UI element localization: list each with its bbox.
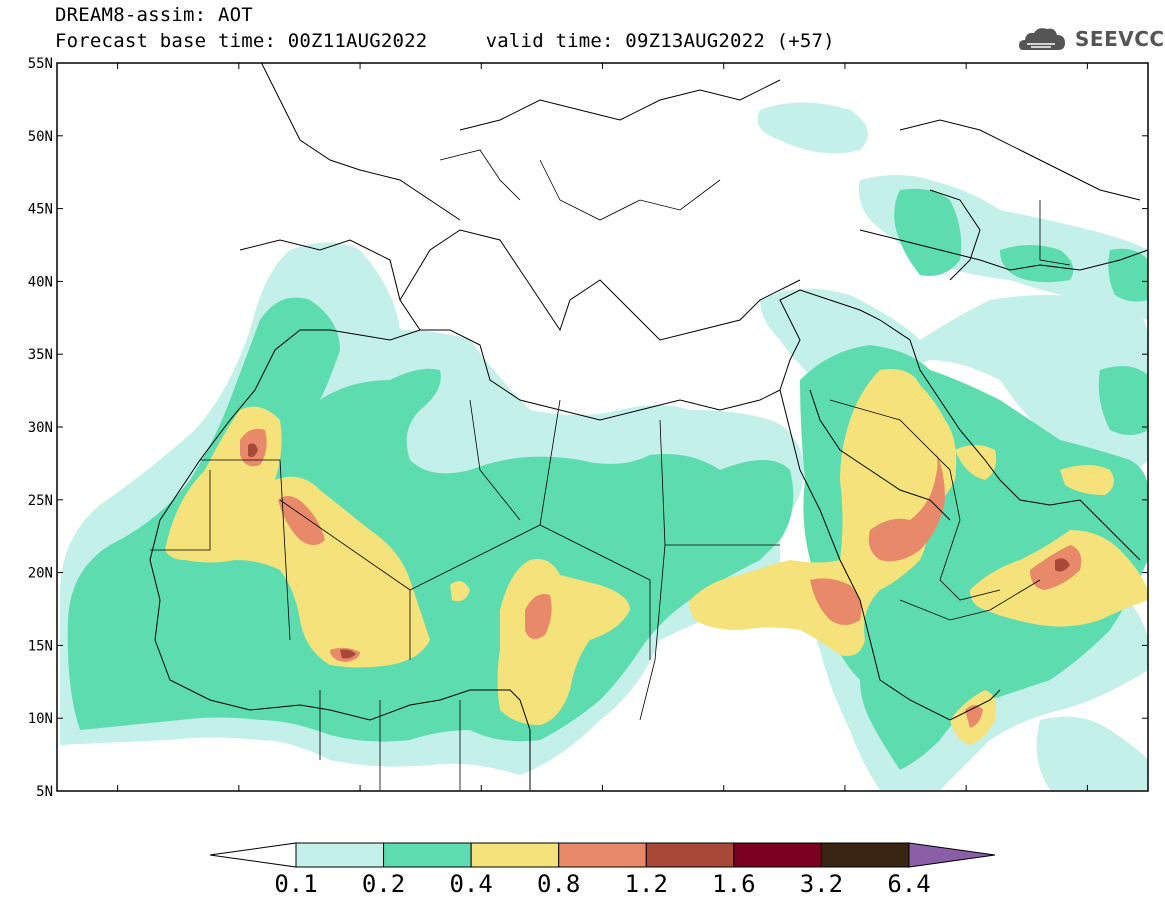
colorbar-box — [295, 842, 385, 868]
colorbar-level-label: 1.2 — [625, 870, 668, 898]
colorbar-box — [645, 842, 735, 868]
colorbar-level-label: 1.6 — [712, 870, 755, 898]
colorbar-box — [733, 842, 822, 868]
lat-tick-label: 30N — [28, 420, 53, 436]
lat-tick-label: 35N — [28, 347, 53, 363]
logo-text: SEEVCCC — [1075, 27, 1165, 51]
lon-tick-label: 20W — [105, 799, 131, 800]
lat-axis: 55N 50N 45N 40N 35N 30N 25N 20N 15N 10N 5N — [28, 56, 53, 800]
lon-tick-label: 60E — [1075, 799, 1100, 800]
lat-tick-label: 50N — [28, 129, 53, 145]
borders — [150, 149, 1071, 790]
lon-tick-label: 10W — [226, 799, 252, 800]
lon-tick-label: 30E — [711, 799, 736, 800]
lat-tick-label: 55N — [28, 56, 53, 72]
chart-subtitle: Forecast base time: 00Z11AUG2022 valid t… — [55, 30, 835, 52]
lat-tick-label: 40N — [28, 274, 53, 290]
aot-map: 55N 50N 45N 40N 35N 30N 25N 20N 15N 10N 5N 20W 10W 0… — [28, 56, 1149, 800]
lat-tick-label: 5N — [36, 784, 53, 800]
cloud-icon — [1019, 28, 1065, 50]
colorbar-level-label: 3.2 — [800, 870, 843, 898]
colorbar-box — [820, 842, 910, 868]
colorbar-labels: 0.1 0.2 0.4 0.8 1.2 1.6 3.2 6.4 — [274, 870, 930, 898]
lon-tick-label: 0 — [356, 799, 364, 800]
tick-marks — [57, 62, 1148, 792]
colorbar-box — [383, 842, 472, 868]
lon-axis: 20W 10W 0 10E 20E 30E 40E 50E 60E — [105, 799, 1100, 800]
lat-tick-label: 10N — [28, 711, 53, 727]
lon-tick-label: 10E — [469, 799, 494, 800]
aot-fields — [59, 102, 1148, 790]
colorbar-level-label: 0.2 — [362, 870, 405, 898]
colorbar-level-label: 0.4 — [449, 870, 492, 898]
lat-tick-label: 15N — [28, 638, 53, 654]
colorbar-high-arrow — [908, 842, 996, 868]
lon-tick-label: 50E — [954, 799, 979, 800]
colorbar-boxes — [209, 842, 996, 868]
colorbar-level-label: 0.1 — [274, 870, 317, 898]
colorbar-level-label: 0.8 — [537, 870, 580, 898]
colorbar-low-arrow — [209, 842, 297, 868]
colorbar-box — [558, 842, 647, 868]
coastlines — [149, 63, 1148, 790]
lon-tick-label: 20E — [590, 799, 615, 800]
chart-title: DREAM8-assim: AOT — [55, 4, 253, 26]
lat-tick-label: 25N — [28, 493, 53, 509]
colorbar-level-label: 6.4 — [887, 870, 930, 898]
lon-tick-label: 40E — [832, 799, 857, 800]
lat-tick-label: 45N — [28, 202, 53, 218]
aot-layer-1.2 — [248, 443, 1070, 659]
lat-tick-label: 20N — [28, 566, 53, 582]
colorbar-box — [470, 842, 560, 868]
